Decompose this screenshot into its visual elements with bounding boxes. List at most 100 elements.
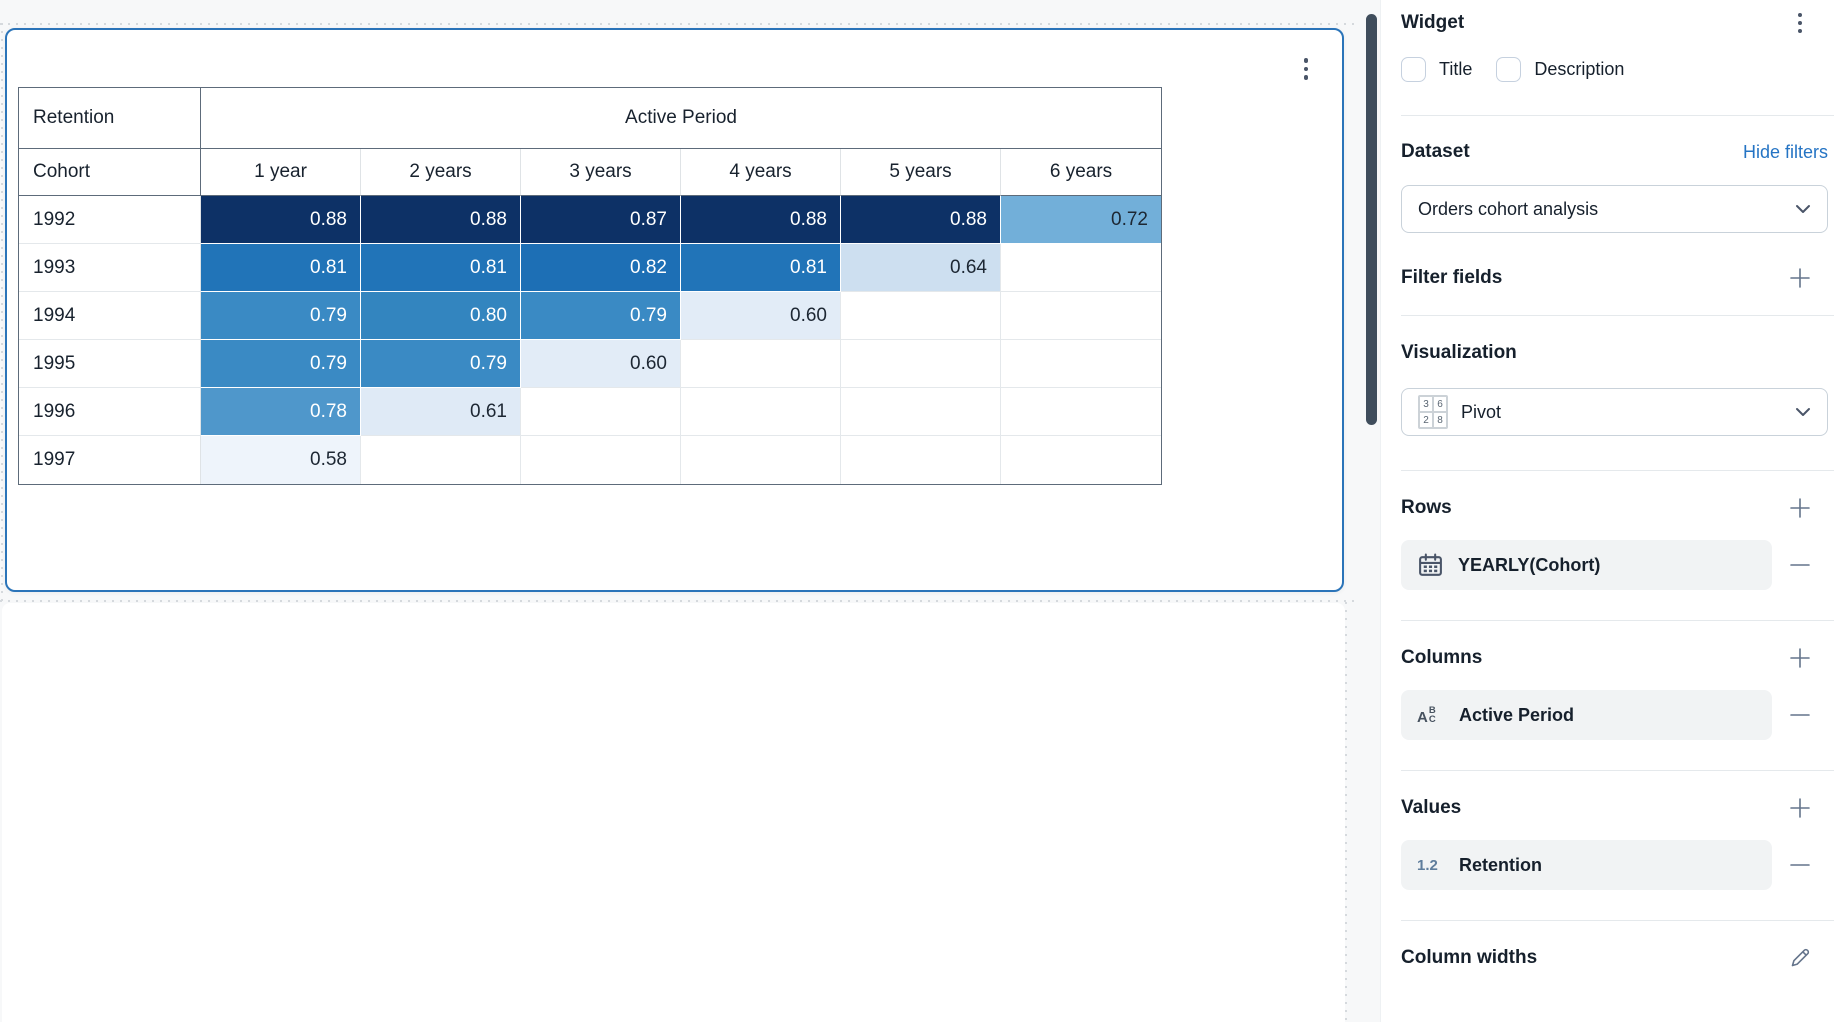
row-dimension-cell[interactable]: Cohort [19, 149, 201, 196]
value-cell[interactable]: 0.80 [361, 292, 521, 340]
values-heading: Values [1401, 797, 1462, 818]
visualization-heading: Visualization [1401, 342, 1517, 363]
value-cell[interactable] [841, 388, 1001, 436]
add-filter-button[interactable] [1772, 266, 1828, 290]
value-cell[interactable]: 0.58 [201, 436, 361, 484]
columns-heading: Columns [1401, 647, 1483, 668]
table-columns-row: Cohort 1 year 2 years 3 years 4 years 5 years… [19, 149, 1161, 196]
table-row: 1994 0.79 0.80 0.79 0.60 [19, 292, 1161, 340]
value-cell[interactable] [681, 388, 841, 436]
widget-settings-panel: Widget Title Description Dataset Hide fi… [1380, 0, 1836, 1022]
value-cell[interactable]: 0.88 [681, 196, 841, 244]
dataset-select[interactable]: Orders cohort analysis [1401, 185, 1828, 233]
add-column-field-button[interactable] [1772, 646, 1828, 670]
value-cell[interactable]: 0.81 [361, 244, 521, 292]
row-label-cell[interactable]: 1992 [19, 196, 201, 244]
remove-column-field-button[interactable] [1772, 703, 1828, 727]
description-checkbox[interactable]: Description [1496, 56, 1625, 82]
value-cell[interactable] [1001, 244, 1161, 292]
add-row-field-button[interactable] [1772, 496, 1828, 520]
value-cell[interactable] [361, 436, 521, 484]
value-cell[interactable] [1001, 340, 1161, 388]
values-field-label: Retention [1459, 854, 1542, 875]
value-cell[interactable] [681, 436, 841, 484]
remove-value-field-button[interactable] [1772, 853, 1828, 877]
value-cell[interactable]: 0.88 [841, 196, 1001, 244]
value-cell[interactable]: 0.64 [841, 244, 1001, 292]
filter-fields-heading: Filter fields [1401, 267, 1503, 288]
widget-card-empty[interactable] [2, 603, 1345, 1022]
table-row: 1995 0.79 0.79 0.60 [19, 340, 1161, 388]
row-label-cell[interactable]: 1996 [19, 388, 201, 436]
remove-row-field-button[interactable] [1772, 553, 1828, 577]
pivot-widget[interactable]: Retention Active Period Cohort 1 year 2 year… [5, 28, 1344, 592]
value-cell[interactable]: 0.79 [521, 292, 681, 340]
value-cell[interactable]: 0.79 [201, 340, 361, 388]
table-row: 1993 0.81 0.81 0.82 0.81 0.64 [19, 244, 1161, 292]
value-cell[interactable]: 0.88 [361, 196, 521, 244]
value-cell[interactable] [841, 340, 1001, 388]
visualization-select[interactable]: 3 6 2 8 Pivot [1401, 388, 1828, 436]
checkbox-label: Description [1534, 58, 1625, 79]
column-header-cell[interactable]: 4 years [681, 149, 841, 196]
value-cell[interactable] [841, 436, 1001, 484]
grid-dotted-line [1, 23, 3, 602]
vertical-scrollbar-thumb[interactable] [1366, 14, 1377, 425]
column-header-cell[interactable]: 6 years [1001, 149, 1161, 196]
widget-kebab-menu-icon[interactable] [1296, 54, 1316, 84]
value-cell[interactable] [681, 340, 841, 388]
value-cell[interactable]: 0.87 [521, 196, 681, 244]
chevron-down-icon [1795, 204, 1811, 214]
value-cell[interactable] [1001, 388, 1161, 436]
table-header-row: Retention Active Period [19, 88, 1161, 149]
value-cell[interactable] [521, 436, 681, 484]
visualization-select-value: Pivot [1461, 401, 1502, 422]
value-cell[interactable]: 0.60 [521, 340, 681, 388]
checkbox-box[interactable] [1401, 56, 1426, 82]
rows-field-pill[interactable]: YEARLY(Cohort) [1401, 540, 1772, 590]
numeric-field-type-icon: 1.2 [1417, 856, 1438, 874]
values-field-pill[interactable]: 1.2 Retention [1401, 840, 1772, 890]
value-cell[interactable] [521, 388, 681, 436]
checkbox-label: Title [1439, 58, 1473, 79]
value-cell[interactable]: 0.82 [521, 244, 681, 292]
value-cell[interactable]: 0.78 [201, 388, 361, 436]
rows-heading: Rows [1401, 497, 1452, 518]
value-cell[interactable]: 0.72 [1001, 196, 1161, 244]
column-header-cell[interactable]: 5 years [841, 149, 1001, 196]
value-cell[interactable]: 0.79 [201, 292, 361, 340]
value-cell[interactable]: 0.61 [361, 388, 521, 436]
row-label-cell[interactable]: 1997 [19, 436, 201, 484]
title-checkbox[interactable]: Title [1401, 56, 1473, 82]
value-cell[interactable]: 0.81 [201, 244, 361, 292]
grid-dotted-line [0, 600, 1356, 602]
value-cell[interactable]: 0.79 [361, 340, 521, 388]
value-cell[interactable]: 0.88 [201, 196, 361, 244]
divider [1401, 315, 1834, 316]
dashboard-canvas: Retention Active Period Cohort 1 year 2 year… [0, 23, 1356, 1022]
row-label-cell[interactable]: 1994 [19, 292, 201, 340]
measure-name-cell[interactable]: Retention [19, 88, 201, 149]
row-label-cell[interactable]: 1993 [19, 244, 201, 292]
row-label-cell[interactable]: 1995 [19, 340, 201, 388]
rows-field-label: YEARLY(Cohort) [1458, 554, 1601, 575]
column-header-cell[interactable]: 1 year [201, 149, 361, 196]
table-row: 1992 0.88 0.88 0.87 0.88 0.88 0.72 [19, 196, 1161, 244]
value-cell[interactable] [841, 292, 1001, 340]
value-cell[interactable] [1001, 436, 1161, 484]
column-widths-heading: Column widths [1401, 947, 1538, 968]
edit-column-widths-button[interactable] [1772, 946, 1828, 970]
add-value-field-button[interactable] [1772, 796, 1828, 820]
table-row: 1997 0.58 [19, 436, 1161, 484]
value-cell[interactable] [1001, 292, 1161, 340]
hide-filters-link[interactable]: Hide filters [1742, 141, 1828, 162]
column-group-header-cell[interactable]: Active Period [201, 88, 1161, 149]
column-header-cell[interactable]: 2 years [361, 149, 521, 196]
value-cell[interactable]: 0.81 [681, 244, 841, 292]
panel-kebab-menu-icon[interactable] [1772, 13, 1828, 33]
column-header-cell[interactable]: 3 years [521, 149, 681, 196]
checkbox-box[interactable] [1496, 56, 1522, 82]
value-cell[interactable]: 0.60 [681, 292, 841, 340]
chevron-down-icon [1795, 407, 1811, 417]
